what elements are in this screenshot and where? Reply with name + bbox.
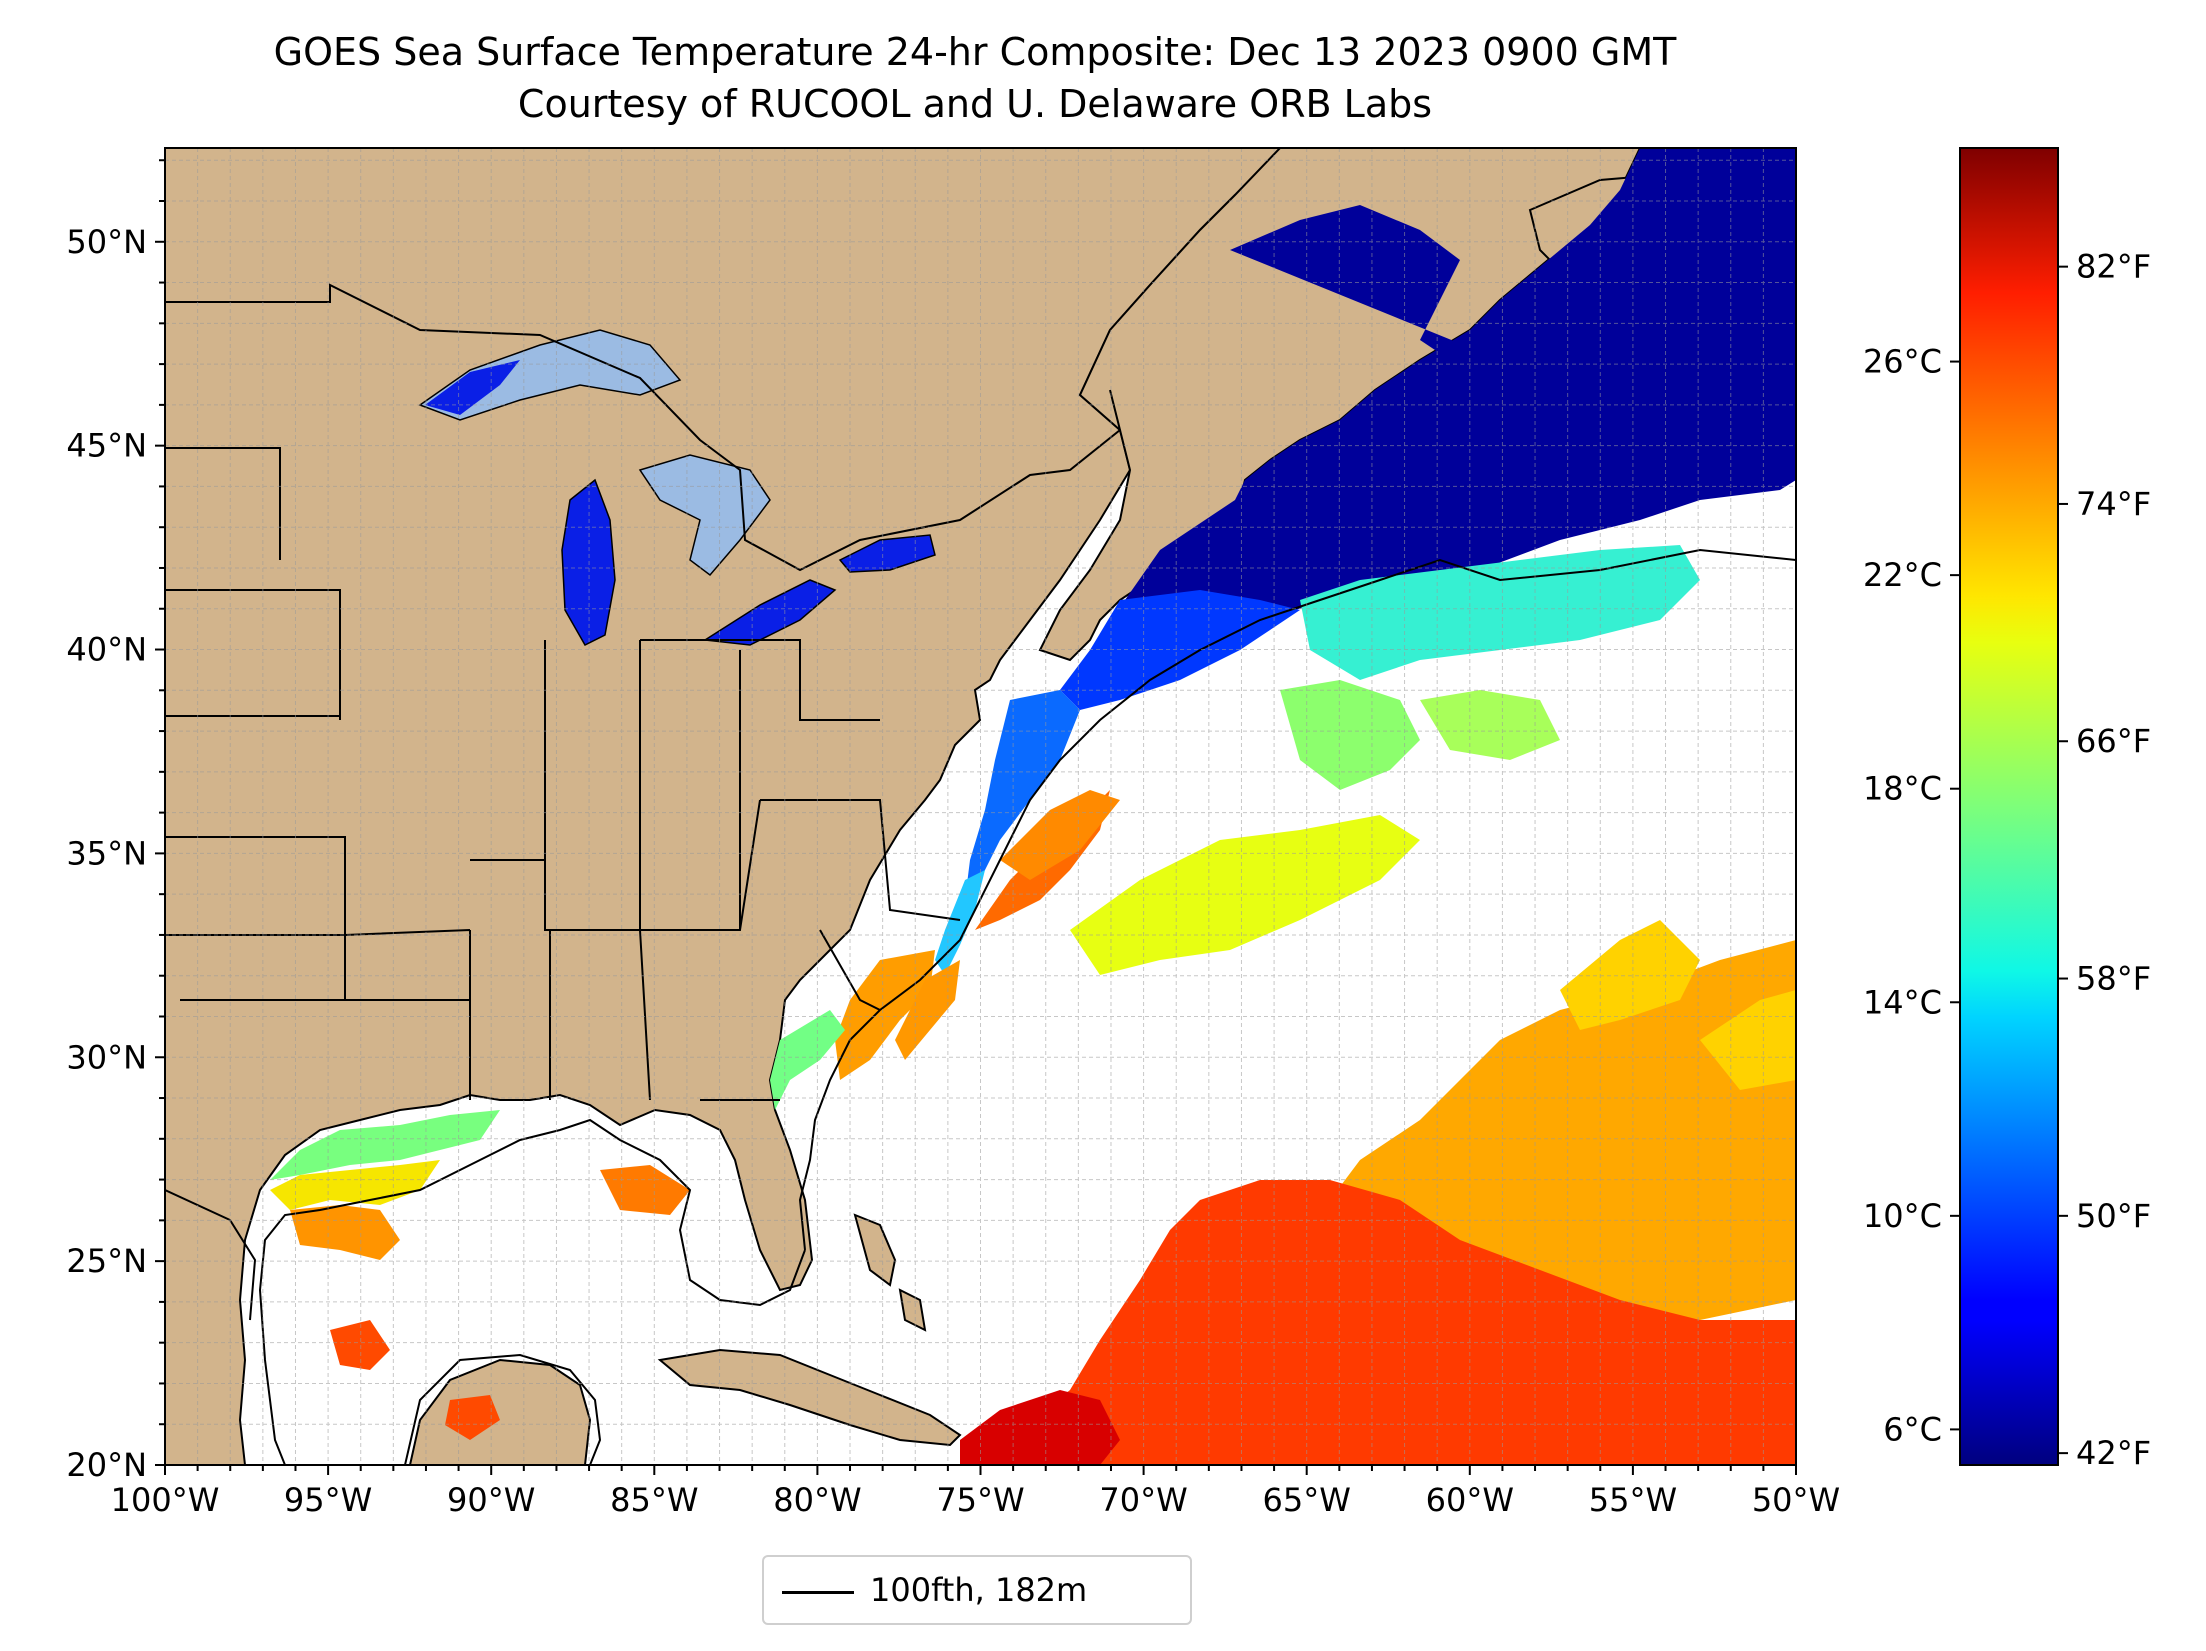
- celsius-tick-label: 22°C: [1863, 556, 1942, 594]
- celsius-tick-label: 6°C: [1883, 1410, 1942, 1448]
- north-america-land: [165, 148, 1281, 1465]
- sst-subtropical-red: [1000, 1180, 1796, 1465]
- colorbar-celsius-axis: 6°C 10°C 14°C 18°C 22°C 26°C: [1863, 343, 1960, 1448]
- fahrenheit-tick-label: 66°F: [2076, 722, 2151, 760]
- lake-erie: [702, 579, 837, 646]
- isobath-atlantic: [798, 548, 1796, 1251]
- celsius-tick-label: 18°C: [1863, 770, 1942, 808]
- lon-tick-label: 60°W: [1426, 1481, 1514, 1519]
- sst-coastal-cold: [1125, 148, 1796, 640]
- sst-yellow-patches: [1560, 920, 1796, 1090]
- legend-label: 100fth, 182m: [870, 1571, 1088, 1609]
- lake-michigan: [561, 478, 616, 646]
- lon-tick-label: 80°W: [773, 1481, 861, 1519]
- colorbar-gradient: [1959, 147, 2059, 1466]
- lake-superior: [418, 329, 682, 421]
- sst-gulf-shelf: [270, 1110, 500, 1180]
- lat-tick-label: 25°N: [66, 1242, 147, 1280]
- lon-tick-label: 90°W: [447, 1481, 535, 1519]
- colorbar-fahrenheit-axis: 42°F 50°F 58°F 66°F 74°F 82°F: [2058, 248, 2151, 1472]
- sst-yellow-band: [1070, 815, 1420, 975]
- lake-huron: [638, 454, 771, 577]
- sst-florida-shelf-green: [770, 1010, 845, 1110]
- lon-tick-label: 75°W: [936, 1481, 1024, 1519]
- colorbar: 6°C 10°C 14°C 18°C 22°C 26°C 42°F 50°F 58°F 66°F…: [1863, 147, 2151, 1472]
- legend: 100fth, 182m: [762, 1555, 1192, 1625]
- fahrenheit-tick-label: 42°F: [2076, 1434, 2151, 1472]
- isobath-gulf: [258, 1118, 806, 1465]
- lat-tick-label: 35°N: [66, 834, 147, 872]
- chart-title: GOES Sea Surface Temperature 24-hr Compo…: [273, 30, 1677, 74]
- cuba-land: [657, 1348, 962, 1447]
- sst-shelf-blue: [965, 690, 1080, 900]
- celsius-tick-label: 14°C: [1863, 983, 1942, 1021]
- sst-subtropical-orange: [1330, 940, 1796, 1320]
- sst-gulf-orange-1: [290, 1205, 400, 1260]
- chart-subtitle: Courtesy of RUCOOL and U. Delaware ORB L…: [517, 82, 1433, 126]
- celsius-tick-label: 10°C: [1863, 1197, 1942, 1235]
- state-borders: [165, 447, 961, 1101]
- lat-tick-label: 40°N: [66, 631, 147, 669]
- lat-tick-label: 45°N: [66, 427, 147, 465]
- lon-tick-label: 50°W: [1752, 1481, 1840, 1519]
- sst-southeast-shelf: [835, 950, 935, 1080]
- sst-gulf-shelf-yellow: [270, 1160, 440, 1210]
- sst-gulf-stream-florida: [895, 960, 960, 1060]
- lon-tick-label: 95°W: [284, 1481, 372, 1519]
- fahrenheit-tick-label: 82°F: [2076, 248, 2151, 286]
- us-canada-border: [165, 283, 1122, 572]
- lon-tick-label: 65°W: [1263, 1481, 1351, 1519]
- sst-gulf-orange-2: [600, 1165, 690, 1215]
- lon-tick-label: 70°W: [1099, 1481, 1187, 1519]
- latitude-axis: 20°N 25°N 30°N 35°N 40°N 45°N 50°N: [66, 159, 165, 1484]
- lat-tick-label: 50°N: [66, 223, 147, 261]
- fahrenheit-tick-label: 74°F: [2076, 485, 2151, 523]
- isobath-yucatan: [404, 1353, 602, 1465]
- sst-caribbean-dark-red: [960, 1390, 1120, 1465]
- sst-gulf-red-1: [330, 1320, 500, 1440]
- lat-tick-label: 30°N: [66, 1038, 147, 1076]
- graticule: [165, 148, 1796, 1465]
- fahrenheit-tick-label: 50°F: [2076, 1197, 2151, 1235]
- fahrenheit-tick-label: 58°F: [2076, 960, 2151, 998]
- sst-map: [165, 148, 1796, 1465]
- lon-tick-label: 85°W: [610, 1481, 698, 1519]
- political-borders: [165, 283, 1122, 1321]
- lake-superior-cold-edge: [425, 360, 520, 415]
- sst-green-filament: [1420, 690, 1560, 760]
- lat-tick-label: 20°N: [66, 1446, 147, 1484]
- legend-line-swatch: [782, 1591, 854, 1594]
- sst-slope-green: [1280, 680, 1420, 790]
- lon-tick-label: 100°W: [111, 1481, 220, 1519]
- longitude-axis: 100°W 95°W 90°W 85°W 80°W 75°W 70°W 65°W 60°W 55°…: [111, 1465, 1840, 1519]
- great-lakes: [418, 329, 936, 646]
- isobath-100fth: [258, 548, 1796, 1465]
- celsius-tick-label: 26°C: [1863, 343, 1942, 381]
- lon-tick-label: 55°W: [1589, 1481, 1677, 1519]
